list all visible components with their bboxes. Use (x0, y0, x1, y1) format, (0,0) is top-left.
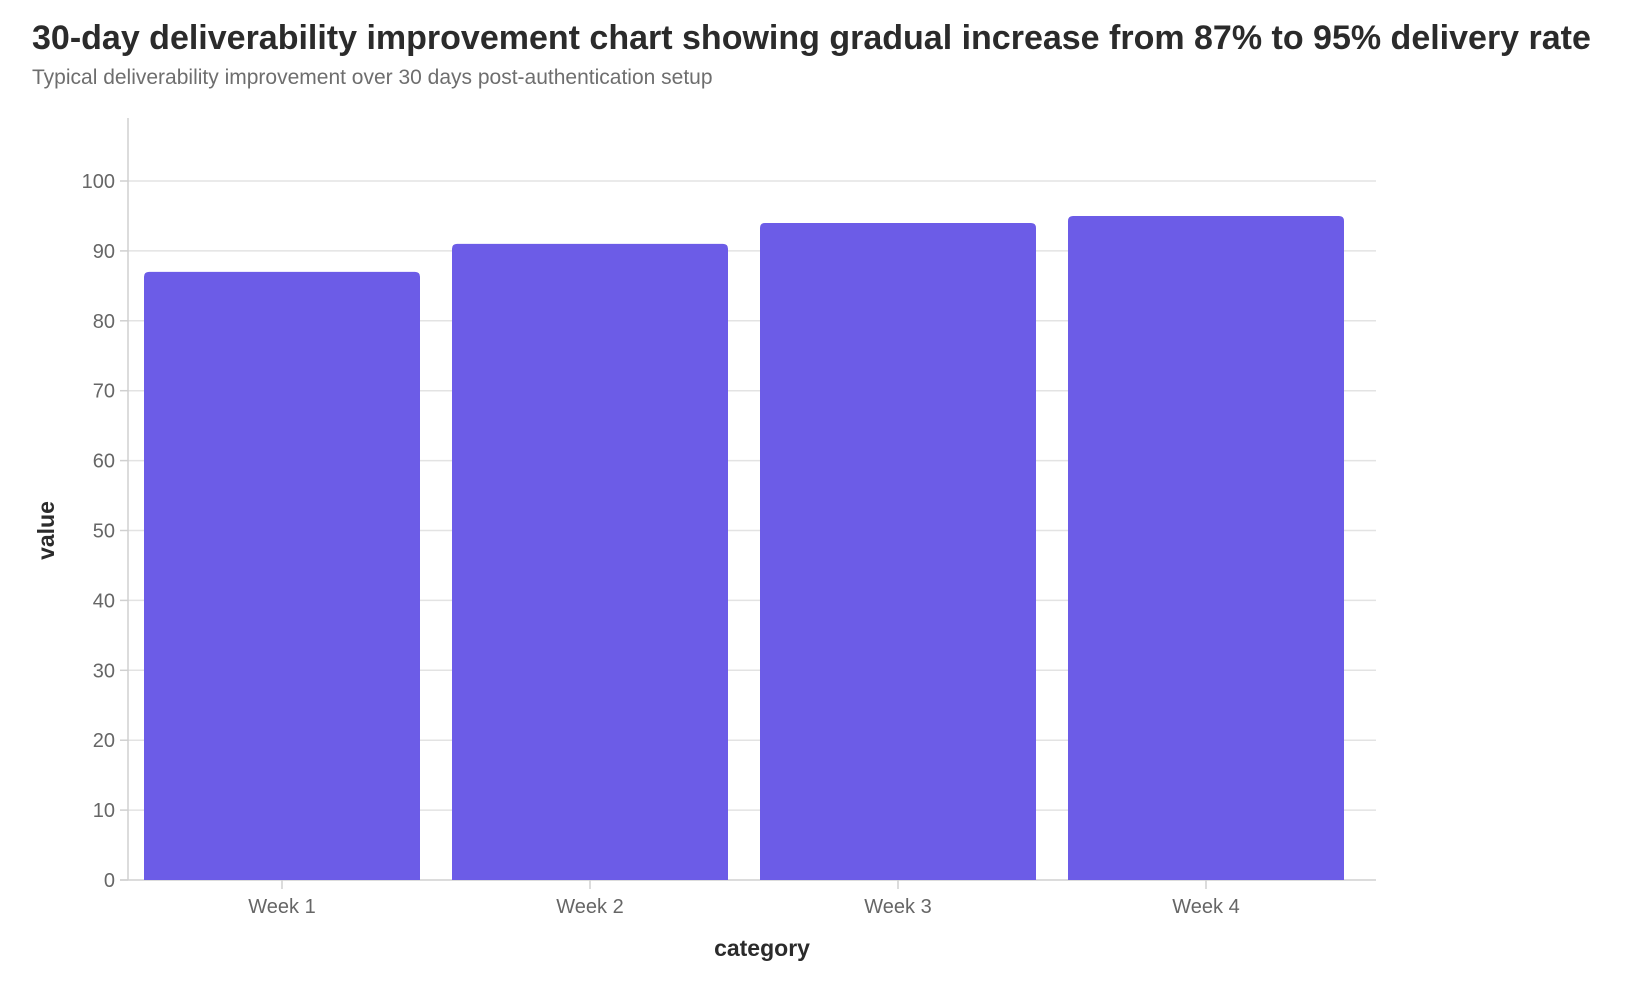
y-tick-labels: 0 10 20 30 40 50 60 70 80 90 100 (82, 171, 115, 892)
x-tick-labels: Week 1 Week 2 Week 3 Week 4 (248, 896, 1239, 918)
y-tick-label: 50 (93, 521, 115, 543)
bars (144, 215, 1344, 880)
y-tick-label: 70 (93, 381, 115, 403)
y-tick-label: 30 (93, 660, 115, 682)
x-tick-label: Week 4 (1172, 896, 1239, 918)
y-tick-label: 40 (93, 590, 115, 612)
x-tick-label: Week 3 (864, 896, 931, 918)
x-axis-title: category (714, 935, 810, 961)
chart-subtitle: Typical deliverability improvement over … (32, 66, 713, 89)
chart-title: 30-day deliverability improvement chart … (32, 19, 1591, 57)
y-tick-label: 10 (93, 800, 115, 822)
y-axis-title: value (33, 501, 59, 560)
bar-week-4 (1068, 215, 1344, 880)
y-tick-label: 20 (93, 730, 115, 752)
x-tick-label: Week 1 (248, 896, 315, 918)
bar-week-3 (760, 222, 1036, 880)
bar-week-2 (452, 243, 728, 880)
x-tick-label: Week 2 (556, 896, 623, 918)
bar-week-1 (144, 271, 420, 880)
y-tick-label: 90 (93, 241, 115, 263)
y-tick-label: 60 (93, 451, 115, 473)
y-tick-label: 0 (104, 870, 115, 892)
y-tick-label: 80 (93, 311, 115, 333)
y-tick-label: 100 (82, 171, 115, 193)
